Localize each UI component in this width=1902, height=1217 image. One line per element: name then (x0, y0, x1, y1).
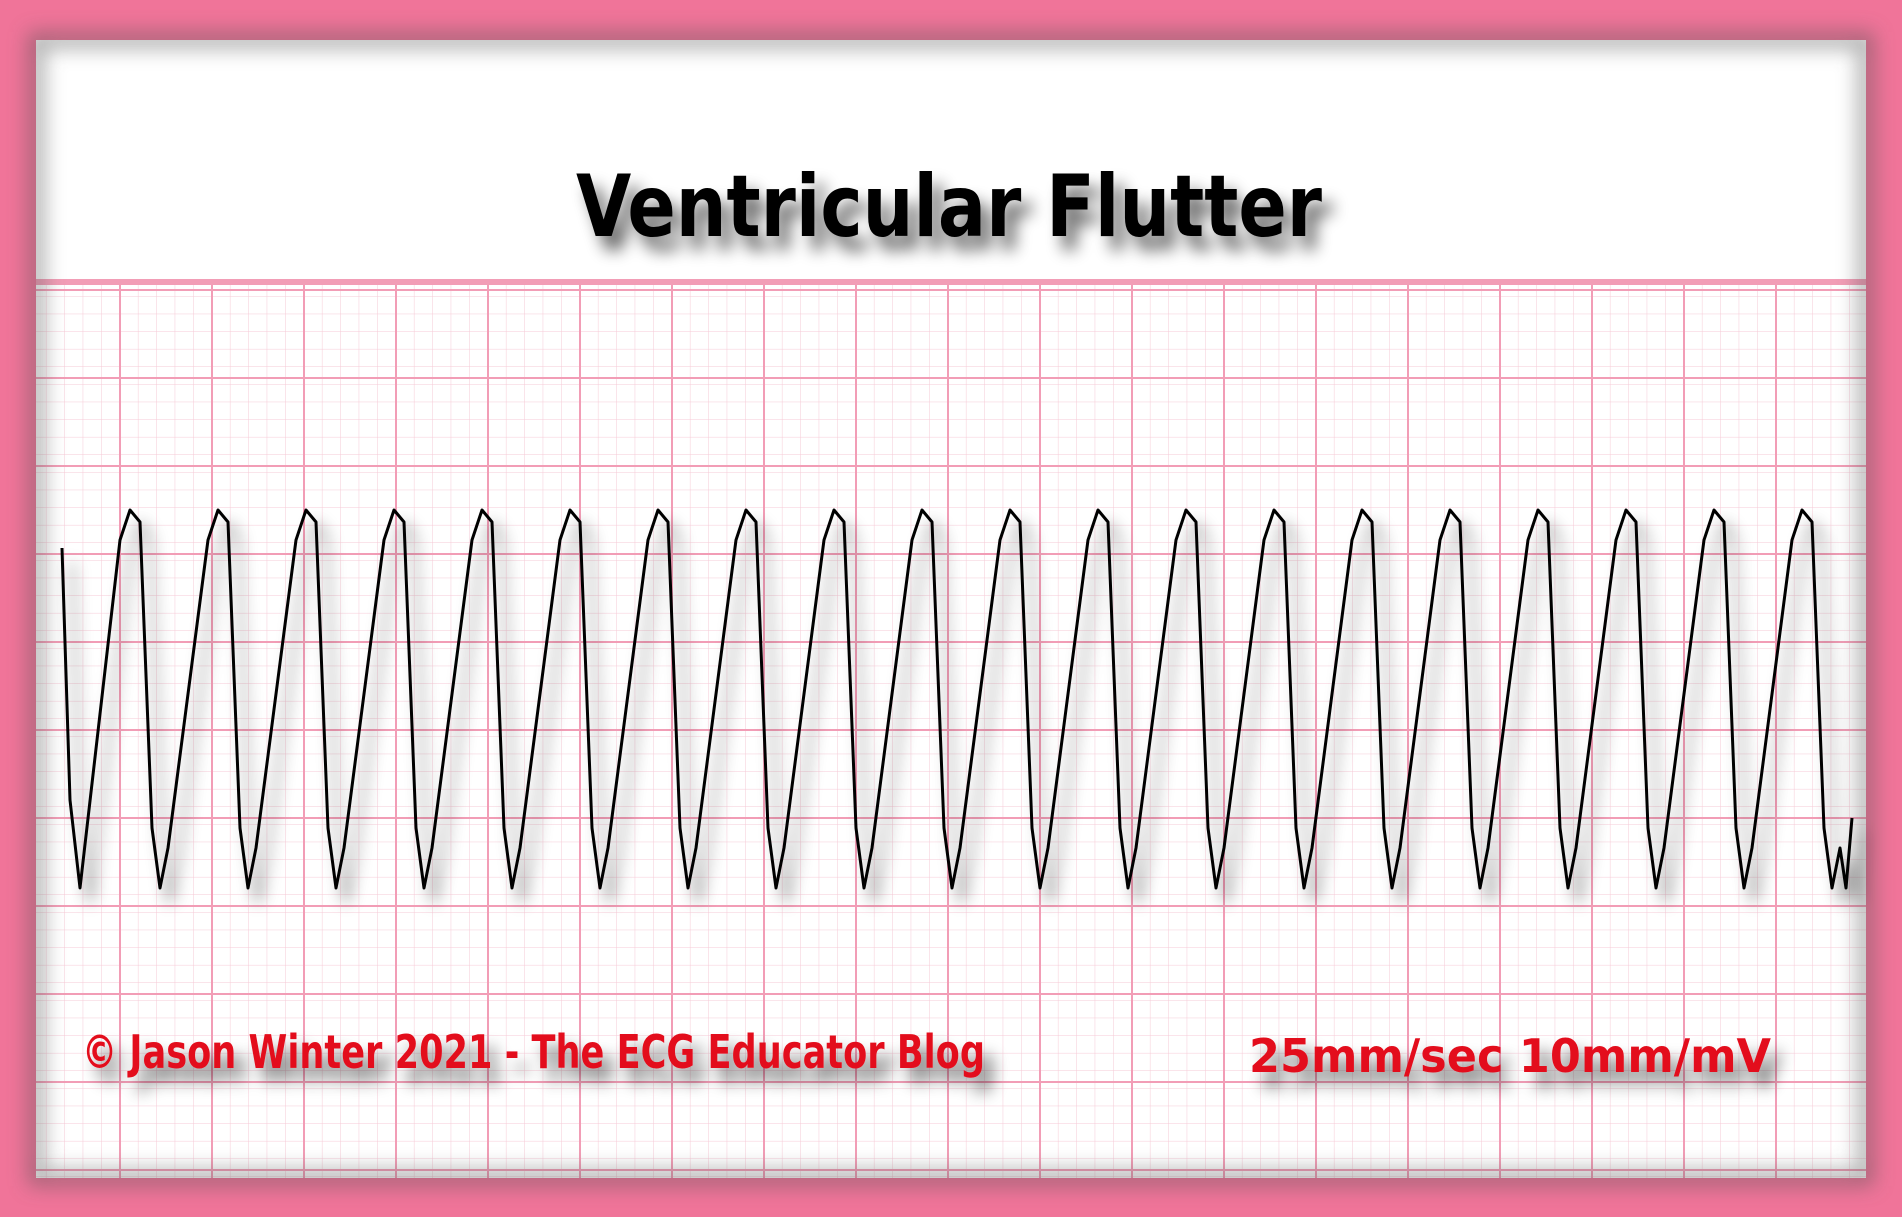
header-divider (36, 279, 1866, 285)
major-grid (36, 279, 1866, 1178)
copyright: © Jason Winter 2021 - The ECG Educator B… (82, 1025, 985, 1079)
settings: 25mm/sec 10mm/mV (1249, 1029, 1771, 1083)
paper-shadow (28, 32, 1874, 1186)
ecg-trace (60, 508, 1854, 890)
title: Ventricular Flutter (576, 157, 1322, 257)
